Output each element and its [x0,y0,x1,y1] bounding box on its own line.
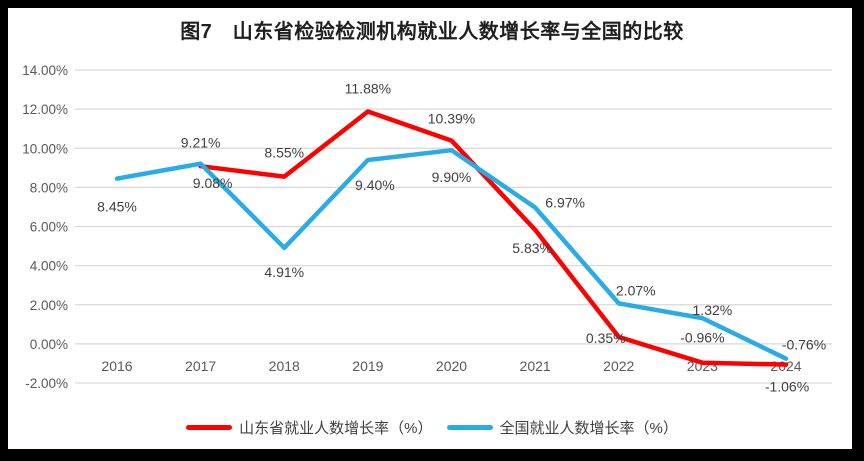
data-label: 8.45% [97,199,137,215]
x-axis-tick-label: 2022 [603,358,634,374]
series-line-national [114,147,789,361]
y-axis-tick-label: 8.00% [30,180,68,195]
y-axis-tick-label: 14.00% [22,63,68,78]
y-axis-tick-label: 4.00% [30,259,68,274]
x-axis-tick-label: 2018 [269,358,300,374]
legend-line-swatch-red [186,425,233,430]
series-line-shandong [198,109,789,367]
data-label: 6.97% [545,195,585,211]
data-label: 10.39% [428,111,475,127]
data-label: 8.55% [264,145,304,161]
legend-item-national: 全国就业人数增长率（%） [446,417,678,438]
data-label: 9.08% [193,175,233,191]
data-label: 0.35% [586,330,626,346]
data-label: 2.07% [616,282,656,298]
chart-title: 图7 山东省检验检测机构就业人数增长率与全国的比较 [180,21,684,43]
x-axis-tick-label: 2016 [101,358,132,374]
legend-label-national: 全国就业人数增长率（%） [499,420,678,437]
chart-page [8,8,852,449]
y-axis-tick-label: 10.00% [22,141,68,156]
x-axis-tick-label: 2017 [185,358,216,374]
data-label: 9.21% [181,135,221,151]
data-label: 11.88% [345,80,391,96]
data-label: -0.76% [782,337,826,353]
data-label: -1.06% [765,379,809,395]
y-axis-tick-label: 12.00% [22,102,68,117]
data-label: 4.91% [264,264,304,280]
y-axis-tick-label: 2.00% [30,298,68,313]
legend-line-swatch-blue [446,425,493,430]
y-axis-tick-label: 0.00% [30,337,68,352]
data-label: -0.96% [680,330,724,346]
y-axis-tick-label: -2.00% [25,376,68,391]
legend-label-shandong: 山东省就业人数增长率（%） [239,420,433,437]
x-axis-tick-label: 2021 [520,358,551,374]
x-axis-tick-label: 2019 [352,358,383,374]
chart-legend: 山东省就业人数增长率（%） 全国就业人数增长率（%） [0,417,864,438]
legend-item-shandong: 山东省就业人数增长率（%） [186,417,433,438]
y-axis-tick-label: 6.00% [30,220,68,235]
data-label: 1.32% [693,302,733,318]
data-label: 9.90% [432,169,472,185]
x-axis-tick-label: 2020 [436,358,467,374]
data-label: 5.83% [512,240,552,256]
data-label: 9.40% [355,177,395,193]
